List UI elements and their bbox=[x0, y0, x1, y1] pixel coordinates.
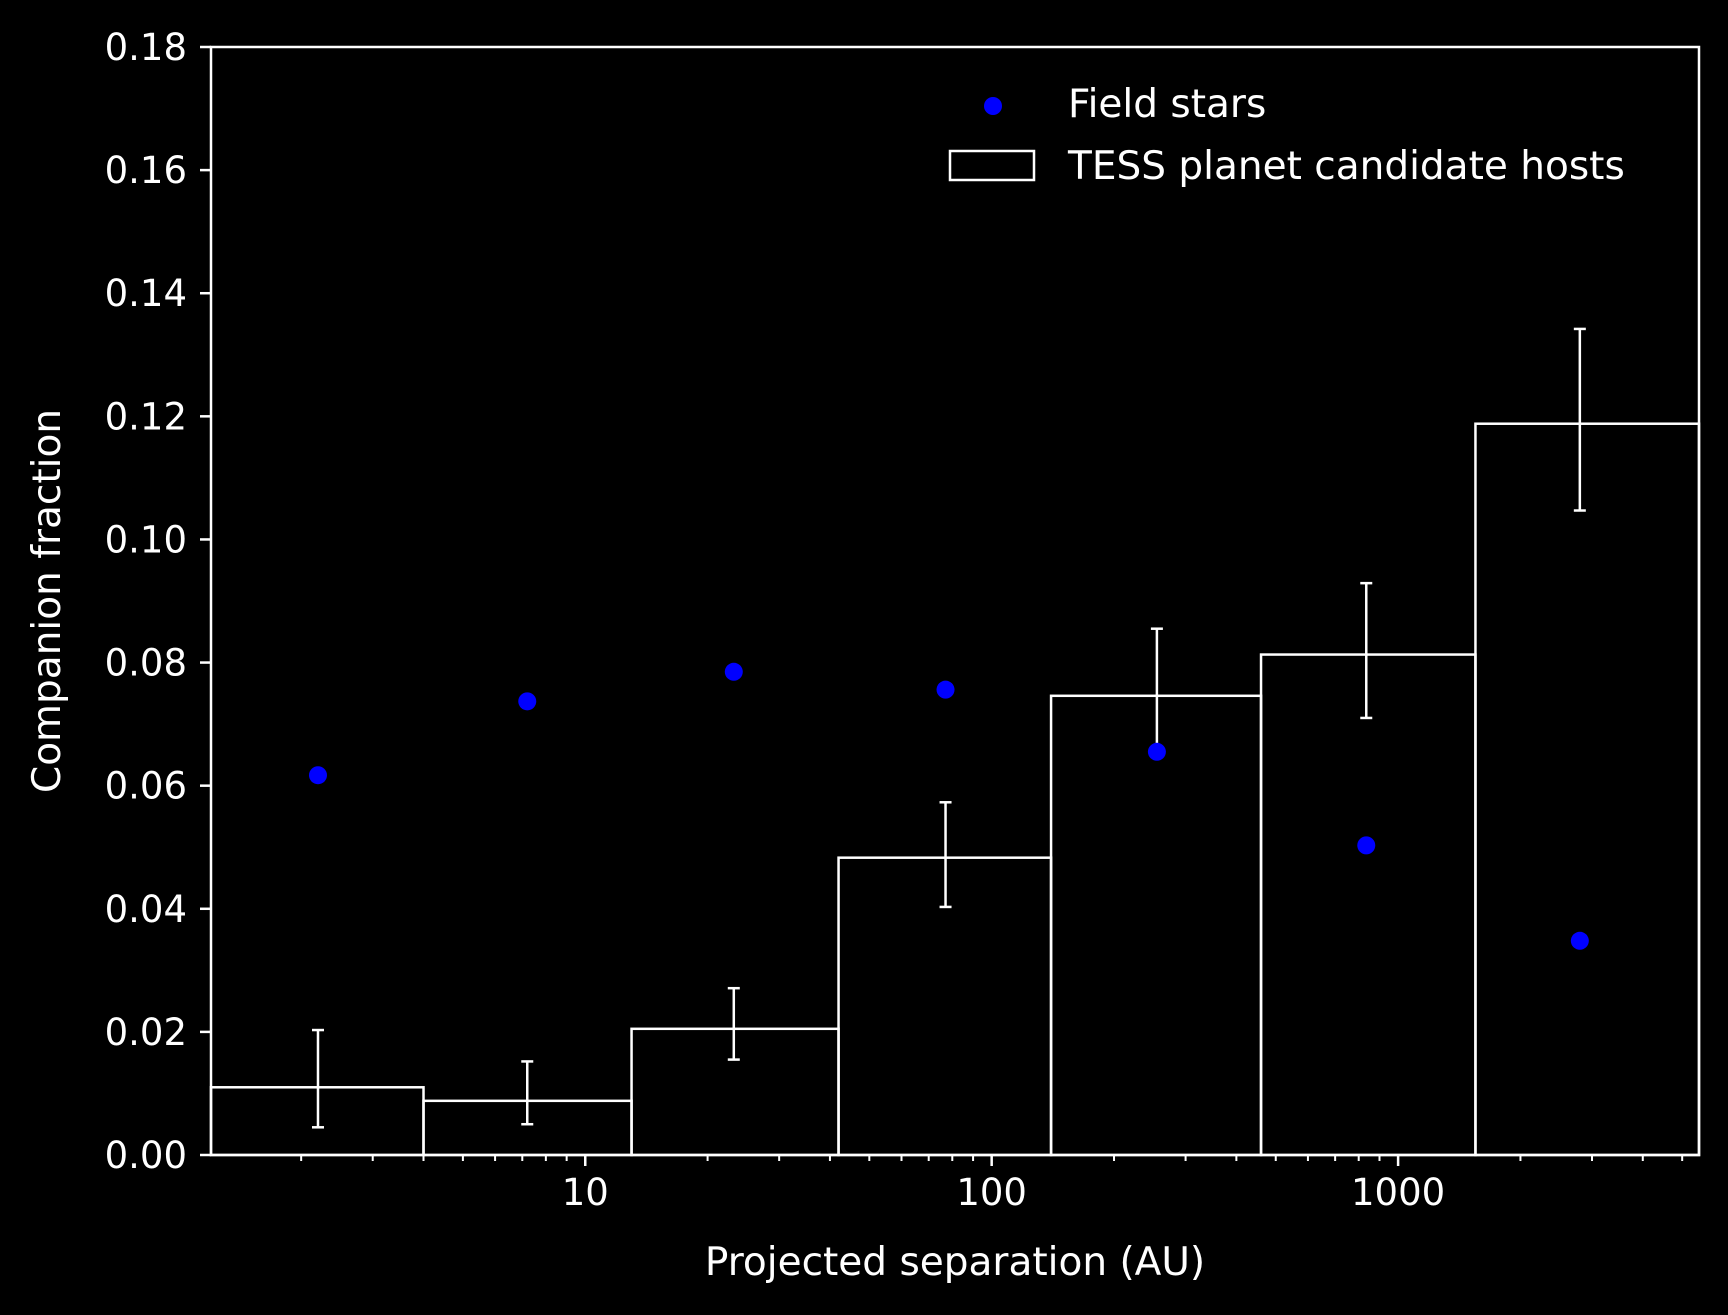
field-star-points bbox=[308, 662, 1589, 950]
y-tick-label: 0.00 bbox=[105, 1134, 187, 1177]
legend-marker-tess-hosts bbox=[948, 149, 1036, 182]
y-axis-label: Companion fraction bbox=[25, 409, 70, 793]
y-tick-label: 0.16 bbox=[105, 149, 187, 192]
y-tick-label: 0.04 bbox=[105, 888, 187, 931]
y-tick-label: 0.18 bbox=[105, 26, 187, 69]
x-tick-label: 1000 bbox=[1351, 1171, 1445, 1214]
plot-area-frame bbox=[209, 45, 1701, 1157]
y-tick-label: 0.10 bbox=[105, 518, 187, 561]
field-star-point bbox=[518, 692, 537, 711]
x-axis-label: Projected separation (AU) bbox=[705, 1240, 1205, 1285]
y-tick-label: 0.02 bbox=[105, 1011, 187, 1054]
y-axis: 0.00 0.02 0.04 0.06 0.08 0.10 0.12 0.14 0.16 0.18 bbox=[105, 26, 211, 1177]
field-star-point bbox=[1570, 931, 1589, 950]
legend-marker-field-stars bbox=[984, 97, 1002, 115]
field-star-point bbox=[1357, 836, 1376, 855]
y-tick-label: 0.08 bbox=[105, 642, 187, 685]
legend: Field stars TESS planet candidate hosts bbox=[948, 82, 1625, 189]
legend-label-field-stars: Field stars bbox=[1068, 82, 1266, 127]
x-tick-label: 100 bbox=[956, 1171, 1027, 1214]
field-star-point bbox=[936, 680, 955, 699]
field-star-point bbox=[1147, 742, 1166, 761]
x-axis: 10 100 1000 bbox=[300, 1155, 1684, 1214]
x-tick-label: 10 bbox=[562, 1171, 609, 1214]
legend-label-tess-hosts: TESS planet candidate hosts bbox=[1067, 144, 1625, 189]
y-tick-label: 0.06 bbox=[105, 765, 187, 808]
y-tick-label: 0.12 bbox=[105, 395, 187, 438]
field-star-point bbox=[308, 766, 327, 785]
y-tick-label: 0.14 bbox=[105, 272, 187, 315]
field-star-point bbox=[724, 662, 743, 681]
error-bars bbox=[311, 327, 1586, 1129]
